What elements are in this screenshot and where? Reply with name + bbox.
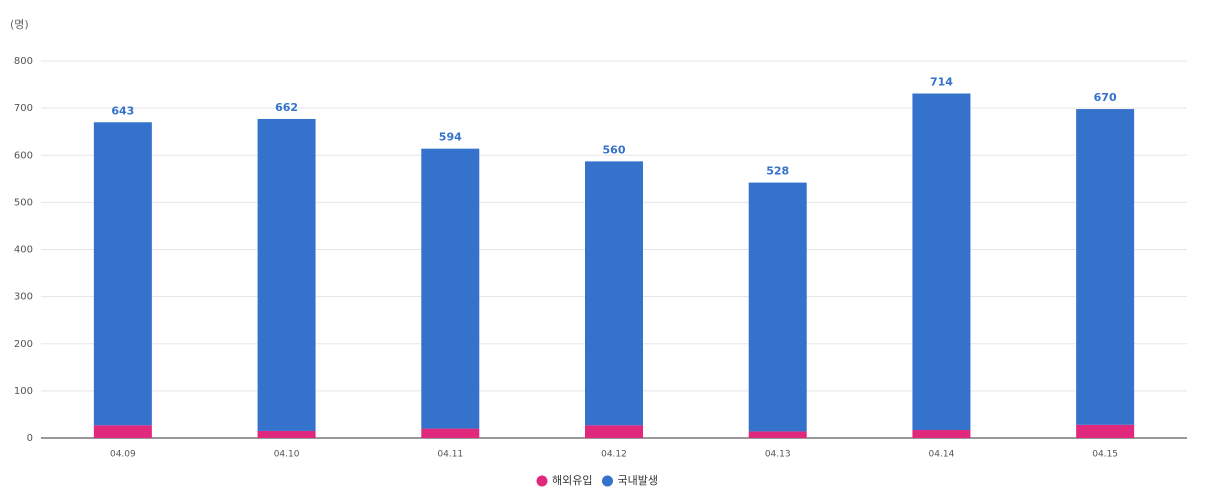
x-tick-label: 04.12 (601, 450, 627, 460)
bar-segment[interactable] (748, 431, 807, 438)
x-tick-label: 04.11 (437, 450, 463, 460)
x-tick-label: 04.14 (929, 450, 955, 460)
legend-label[interactable]: 해외유입 (552, 473, 592, 487)
value-label: 560 (603, 143, 626, 156)
bar-segment[interactable] (748, 182, 807, 432)
y-tick-label: 100 (14, 386, 33, 397)
value-label: 594 (439, 131, 462, 144)
bar-segment[interactable] (421, 428, 480, 438)
bar-segment[interactable] (1076, 424, 1135, 438)
y-tick-label: 500 (14, 197, 33, 208)
bar-segment[interactable] (585, 425, 643, 438)
y-tick-label: 600 (14, 150, 33, 161)
bar-segment[interactable] (1076, 109, 1135, 425)
bar-segment[interactable] (93, 122, 152, 426)
x-tick-label: 04.09 (110, 450, 136, 460)
y-tick-label: 800 (14, 56, 33, 67)
y-tick-label: 200 (14, 339, 33, 350)
y-tick-label: 0 (27, 433, 33, 444)
legend-label[interactable]: 국내발생 (617, 474, 657, 487)
value-label: 528 (766, 165, 789, 178)
bar-segment[interactable] (421, 148, 480, 429)
y-tick-label: 300 (14, 292, 33, 303)
x-tick-label: 04.10 (274, 450, 300, 460)
bar-segment[interactable] (912, 429, 971, 438)
bar-segment[interactable] (585, 161, 643, 426)
y-tick-label: 700 (14, 103, 33, 114)
x-tick-label: 04.15 (1092, 450, 1118, 460)
value-label: 662 (275, 101, 298, 114)
value-label: 714 (930, 76, 953, 89)
bar-segment[interactable] (912, 93, 971, 430)
bar-segment[interactable] (257, 430, 316, 438)
x-tick-label: 04.13 (765, 450, 791, 460)
legend-marker[interactable] (601, 475, 613, 487)
bar-segment[interactable] (93, 425, 152, 438)
value-label: 670 (1094, 91, 1117, 104)
bar-segment[interactable] (257, 118, 316, 431)
legend-marker[interactable] (536, 475, 548, 487)
y-tick-label: 400 (14, 245, 33, 256)
value-label: 643 (111, 104, 134, 117)
y-axis-label: (명) (10, 18, 29, 31)
